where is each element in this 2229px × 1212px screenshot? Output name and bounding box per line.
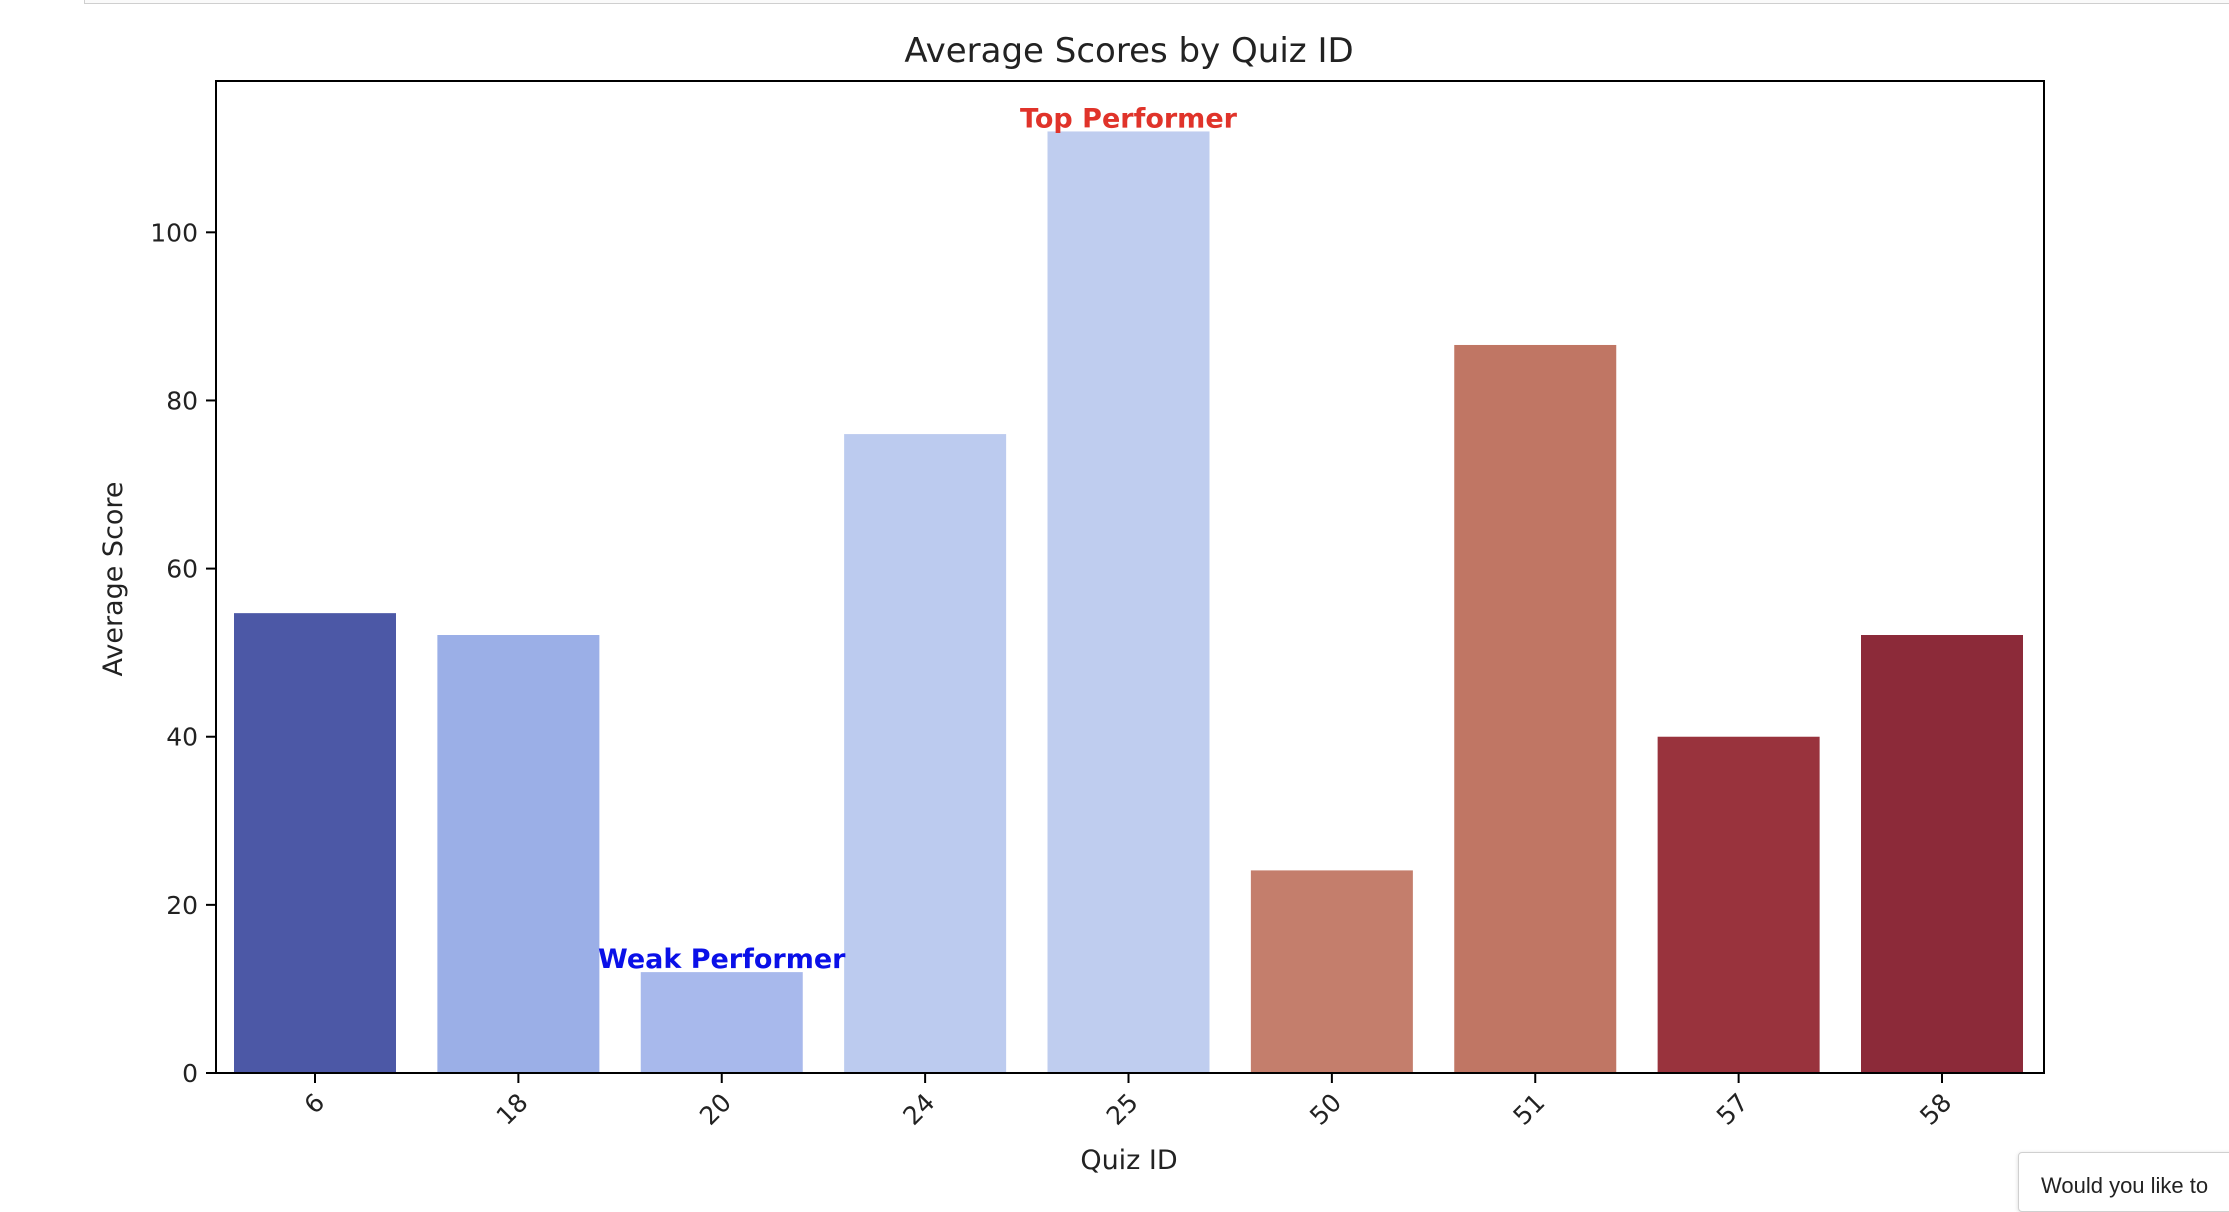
y-tick-label: 20 xyxy=(166,891,198,920)
tooltip-text: Would you like to xyxy=(2041,1173,2209,1198)
suggestion-tooltip[interactable]: Would you like to xyxy=(2018,1152,2229,1212)
bar-20 xyxy=(640,972,803,1073)
bars-layer xyxy=(234,131,2023,1074)
y-tick-label: 80 xyxy=(166,386,198,415)
y-tick-label: 100 xyxy=(150,218,198,247)
bar-6 xyxy=(234,613,396,1073)
chart-title: Average Scores by Quiz ID xyxy=(904,31,1353,71)
x-tick-label: 20 xyxy=(694,1088,737,1131)
x-axis-label: Quiz ID xyxy=(1080,1145,1177,1176)
bar-57 xyxy=(1657,736,1820,1073)
bar-51 xyxy=(1454,344,1617,1073)
x-tick-label: 25 xyxy=(1101,1088,1144,1131)
notebook-cell-border xyxy=(84,0,2229,4)
annotations-layer: Top Performer Weak Performer xyxy=(598,103,1238,975)
bar-50 xyxy=(1250,870,1413,1073)
x-tick-label: 58 xyxy=(1914,1088,1957,1131)
annotation-label: Weak Performer xyxy=(598,944,846,975)
y-tick-label: 40 xyxy=(166,723,198,752)
bar-25 xyxy=(1047,131,1210,1073)
x-tick-label: 50 xyxy=(1304,1088,1347,1131)
x-tick-label: 51 xyxy=(1507,1088,1550,1131)
y-tick-label: 0 xyxy=(182,1059,198,1088)
bar-24 xyxy=(844,434,1007,1074)
x-tick-label: 57 xyxy=(1711,1088,1754,1131)
annotation-label: Top Performer xyxy=(1020,103,1238,134)
bar-18 xyxy=(437,635,600,1073)
x-axis: 6 18 20 24 25 50 51 57 58 xyxy=(298,1073,1957,1131)
x-tick-label: 24 xyxy=(897,1088,940,1131)
plot-frame xyxy=(215,80,2045,1074)
x-tick-label: 18 xyxy=(491,1088,534,1131)
y-tick-label: 60 xyxy=(166,555,198,584)
x-tick-label: 6 xyxy=(298,1088,330,1120)
y-axis: 0 20 40 60 80 100 xyxy=(150,218,216,1088)
y-axis-label: Average Score xyxy=(98,481,129,676)
bar-58 xyxy=(1861,635,2023,1073)
